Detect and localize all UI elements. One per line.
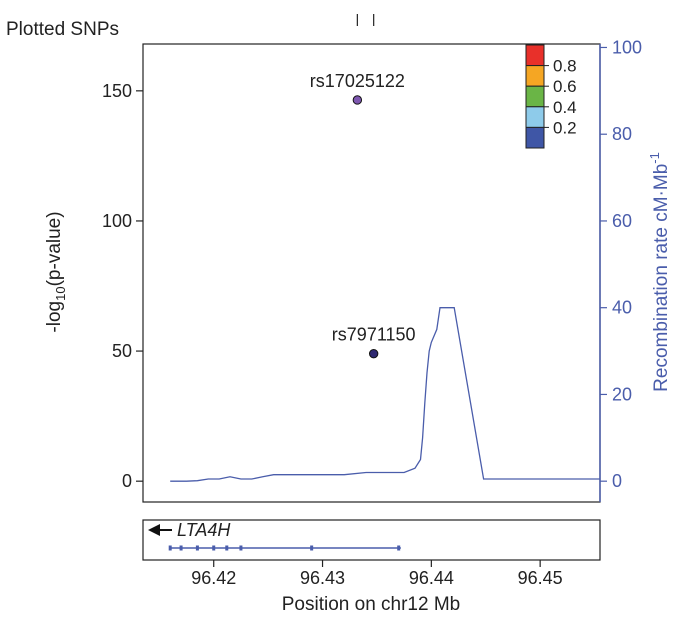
snp-label: rs7971150 [332,325,416,345]
right-axis-title-sup: -1 [647,152,662,164]
y-tick-label: 50 [112,341,132,361]
y-tick-label: 0 [122,471,132,491]
right-axis-title-main: Recombination rate cM·Mb [651,164,672,392]
right-axis-title: Recombination rate cM·Mb-1 [647,152,672,392]
gene-track: LTA4H [148,520,401,551]
plotted-snps-title: Plotted SNPs [6,19,119,40]
y2-tick-label: 40 [612,298,632,318]
y2-tick-label: 100 [612,37,642,57]
y-tick-label: 150 [102,81,132,101]
ld-legend-swatch [525,126,545,149]
ld-legend-label: 0.2 [553,118,577,137]
right-y-axis: 0 20 40 60 80 100 [600,37,642,491]
left-axis-title: -log10(p-value) [44,211,68,332]
x-tick-label: 96.45 [518,568,563,588]
snp-label: rs17025122 [310,71,405,91]
recombination-rate-line [170,307,600,482]
snp-point [368,348,379,359]
left-axis-title-suffix: (p-value) [44,211,65,286]
left-axis-title-prefix: -log [44,301,65,333]
gene-exon [310,545,314,551]
x-tick-label: 96.44 [409,568,454,588]
gene-panel-frame [142,519,601,561]
x-axis: 96.42 96.43 96.44 96.45 [191,560,563,588]
y-tick-label: 100 [102,211,132,231]
ld-legend-swatch [525,106,545,128]
x-tick-label: 96.42 [191,568,236,588]
ld-legend: 0.80.6 0.40.2 [525,44,577,149]
gene-exon [225,545,229,551]
ld-legend-swatch [525,44,545,67]
plotted-snp-marks [356,14,375,26]
gene-exon [212,545,216,551]
ld-legend-swatch [525,85,545,108]
y2-tick-label: 20 [612,384,632,404]
gene-exon [195,545,199,551]
y2-tick-label: 60 [612,211,632,231]
ld-legend-label: 0.4 [553,98,577,117]
left-axis-title-sub: 10 [53,286,68,300]
left-y-axis: 0 50 100 150 [102,81,143,491]
snp-points: rs17025122 rs7971150 [310,71,416,359]
gene-exon [168,545,172,551]
snp-point [352,95,363,105]
gene-exon [179,545,183,551]
gene-name: LTA4H [177,520,231,540]
y2-tick-label: 0 [612,471,622,491]
y2-tick-label: 80 [612,124,632,144]
x-axis-title: Position on chr12 Mb [282,594,461,615]
ld-legend-label: 0.8 [553,57,577,76]
gene-strand-arrow-icon [148,524,160,536]
x-tick-label: 96.43 [300,568,345,588]
gene-exon [397,545,401,551]
ld-legend-label: 0.6 [553,77,577,96]
ld-legend-swatch [525,65,545,87]
gene-exon [239,545,243,551]
